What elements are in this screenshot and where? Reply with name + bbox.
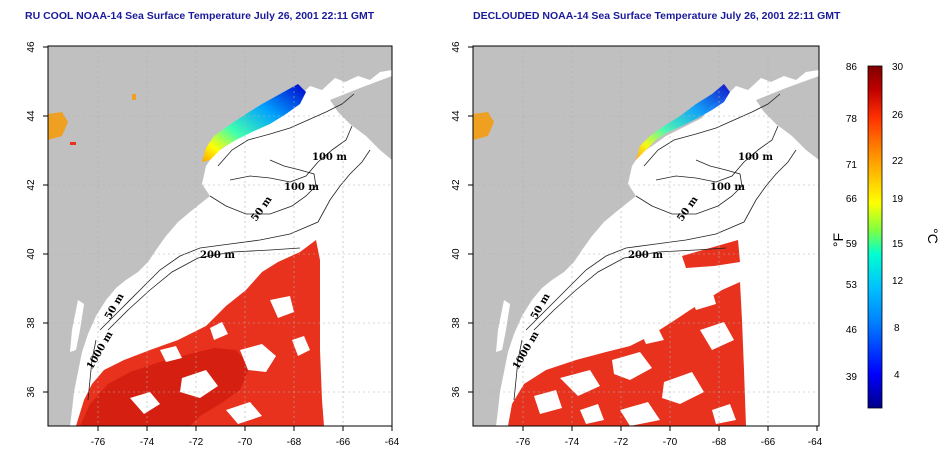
y-tick-label: 36 bbox=[451, 386, 462, 398]
y-tick-label: 36 bbox=[26, 386, 37, 398]
fahrenheit-tick: 71 bbox=[846, 160, 858, 171]
y-tick-label: 38 bbox=[451, 317, 462, 329]
sst-great-lakes-patch bbox=[473, 112, 494, 140]
left-y-axis: 36 38 40 42 44 46 bbox=[26, 41, 48, 398]
y-tick-label: 42 bbox=[26, 179, 37, 191]
x-tick-label: -68 bbox=[712, 437, 727, 448]
celsius-tick: 30 bbox=[892, 62, 904, 73]
contour-label-100m: 100 m bbox=[710, 182, 745, 193]
x-tick-label: -64 bbox=[385, 437, 400, 448]
right-panel-title: DECLOUDED NOAA-14 Sea Surface Temperatur… bbox=[473, 10, 841, 22]
x-tick-label: -66 bbox=[761, 437, 776, 448]
celsius-tick: 26 bbox=[892, 110, 904, 121]
chesapeake-bay bbox=[70, 300, 84, 352]
y-tick-label: 44 bbox=[451, 110, 462, 122]
colorbar: 86 78 71 66 59 53 46 39 30 26 22 19 15 1… bbox=[830, 62, 941, 409]
lat-lon-grid bbox=[473, 46, 819, 426]
contour-label-100m: 100 m bbox=[284, 182, 319, 193]
bathymetry-contours bbox=[513, 93, 797, 401]
fahrenheit-tick: 59 bbox=[846, 239, 858, 250]
cloud-gaps bbox=[130, 296, 310, 424]
fahrenheit-tick: 53 bbox=[846, 280, 858, 291]
celsius-tick: 8 bbox=[894, 323, 900, 334]
x-tick-label: -74 bbox=[140, 437, 155, 448]
celsius-tick: 15 bbox=[892, 239, 904, 250]
x-tick-label: -70 bbox=[238, 437, 253, 448]
x-tick-label: -70 bbox=[663, 437, 678, 448]
left-map-frame bbox=[47, 45, 393, 427]
contour-label-200m: 200 m bbox=[628, 250, 663, 261]
right-x-axis: -76 -74 -72 -70 -68 -66 -64 bbox=[516, 426, 823, 448]
y-tick-label: 44 bbox=[26, 110, 37, 122]
land-mass bbox=[473, 46, 819, 426]
sst-gulf-of-maine bbox=[202, 84, 306, 162]
right-map-frame bbox=[472, 45, 820, 427]
y-tick-label: 46 bbox=[451, 41, 462, 53]
sst-warm-north bbox=[682, 240, 740, 268]
sst-gulf-of-maine bbox=[636, 84, 730, 160]
contour-label-100m: 100 m bbox=[312, 152, 347, 163]
fahrenheit-unit-label: °F bbox=[830, 233, 846, 247]
x-tick-label: -66 bbox=[336, 437, 351, 448]
chesapeake-bay bbox=[496, 300, 510, 352]
fahrenheit-tick: 39 bbox=[846, 372, 858, 383]
right-y-axis: 36 38 40 42 44 46 bbox=[451, 41, 473, 398]
celsius-tick: 22 bbox=[892, 156, 904, 167]
x-tick-label: -68 bbox=[287, 437, 302, 448]
contour-label-200m: 200 m bbox=[200, 250, 235, 261]
celsius-tick: 12 bbox=[892, 276, 904, 287]
contour-label-100m: 100 m bbox=[738, 152, 773, 163]
y-tick-label: 40 bbox=[451, 248, 462, 260]
left-panel-title: RU COOL NOAA-14 Sea Surface Temperature … bbox=[25, 10, 375, 22]
y-tick-label: 40 bbox=[26, 248, 37, 260]
celsius-tick: 4 bbox=[894, 370, 900, 381]
cloud-gaps bbox=[534, 290, 736, 426]
y-tick-label: 38 bbox=[26, 317, 37, 329]
colorbar-bar bbox=[867, 65, 883, 409]
land-nova-scotia bbox=[330, 76, 392, 160]
fahrenheit-tick: 66 bbox=[846, 194, 858, 205]
x-tick-label: -72 bbox=[189, 437, 204, 448]
sst-great-lakes-patch bbox=[48, 112, 68, 140]
x-tick-label: -76 bbox=[516, 437, 531, 448]
right-map: 100 m 100 m 50 m 200 m 50 m 1000 m bbox=[473, 46, 819, 426]
land-nova-scotia bbox=[756, 76, 819, 160]
lat-lon-grid bbox=[48, 46, 392, 426]
bathymetry-contours bbox=[87, 93, 371, 401]
land-mass bbox=[48, 46, 392, 426]
fahrenheit-tick: 46 bbox=[846, 325, 858, 336]
x-tick-label: -72 bbox=[614, 437, 629, 448]
fahrenheit-tick: 86 bbox=[846, 62, 858, 73]
left-x-axis: -76 -74 -72 -70 -68 -66 -64 bbox=[91, 426, 400, 448]
left-map: 100 m 100 m 50 m 200 m 50 m 1000 m bbox=[48, 46, 392, 426]
x-tick-label: -76 bbox=[91, 437, 106, 448]
y-tick-label: 42 bbox=[451, 179, 462, 191]
celsius-unit-label: °C bbox=[925, 228, 941, 244]
x-tick-label: -64 bbox=[808, 437, 823, 448]
x-tick-label: -74 bbox=[565, 437, 580, 448]
sst-hot-south bbox=[80, 348, 250, 426]
y-tick-label: 46 bbox=[26, 41, 37, 53]
fahrenheit-tick: 78 bbox=[846, 114, 858, 125]
celsius-tick: 19 bbox=[892, 194, 904, 205]
